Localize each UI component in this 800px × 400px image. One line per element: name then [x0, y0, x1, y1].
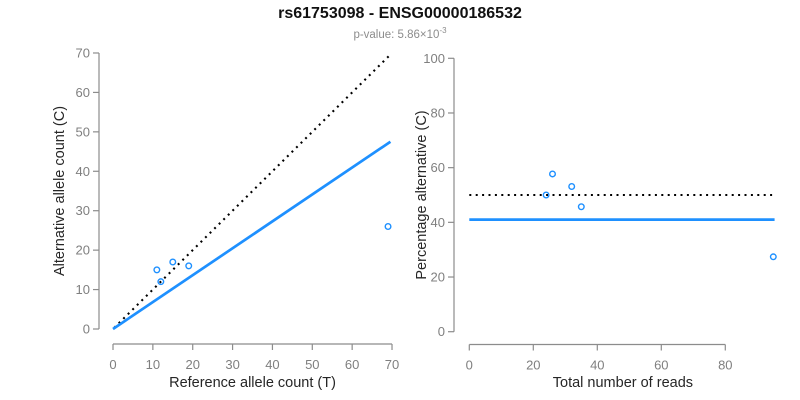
- data-point: [542, 191, 550, 199]
- x-tick-label: 40: [265, 357, 279, 372]
- pvalue-exponent: -3: [439, 26, 447, 35]
- y-tick-label: 30: [76, 203, 90, 218]
- y-tick-label: 100: [423, 51, 445, 66]
- data-point: [384, 222, 392, 230]
- pvalue-text: p-value: 5.86×10: [353, 28, 440, 41]
- y-tick-label: 70: [76, 45, 90, 60]
- figure-title: rs61753098 - ENSG00000186532: [278, 5, 522, 22]
- allele-count-scatter-panel: 0 10 20 30 40 50 60 70 0 10 20 30 40 50 60 70 Reference …: [52, 45, 399, 391]
- x-tick-label: 60: [654, 358, 668, 373]
- y-tick-label: 0: [438, 324, 445, 339]
- x-tick-label: 70: [385, 357, 399, 372]
- x-axis-title: Total number of reads: [553, 375, 693, 391]
- y-tick-label: 60: [431, 160, 445, 175]
- y-tick-label: 80: [431, 105, 445, 120]
- data-point: [185, 262, 193, 270]
- x-tick-label: 30: [225, 357, 239, 372]
- x-tick-label: 20: [185, 357, 199, 372]
- data-point: [577, 203, 585, 211]
- y-tick-label: 20: [76, 243, 90, 258]
- y-tick-label: 10: [76, 282, 90, 297]
- y-tick-label: 0: [83, 322, 90, 337]
- x-tick-label: 50: [305, 357, 319, 372]
- data-point: [769, 253, 777, 261]
- x-tick-label: 10: [146, 357, 160, 372]
- x-axis-title: Reference allele count (T): [169, 375, 336, 391]
- y-axis-title: Percentage alternative (C): [414, 110, 430, 279]
- data-point: [169, 258, 177, 266]
- x-tick-label: 40: [590, 358, 604, 373]
- x-tick-label: 80: [718, 358, 732, 373]
- y-tick-label: 60: [76, 85, 90, 100]
- y-tick-label: 50: [76, 124, 90, 139]
- y-tick-label: 40: [431, 215, 445, 230]
- x-tick-label: 60: [345, 357, 359, 372]
- y-tick-label: 20: [431, 270, 445, 285]
- identity-dotted-line: [113, 54, 391, 329]
- data-point: [568, 183, 576, 191]
- percentage-reads-scatter-panel: 0 20 40 60 80 100 0 20 40 60 80 Total number of rea…: [414, 51, 777, 391]
- data-point: [157, 278, 165, 286]
- x-tick-label: 0: [109, 357, 116, 372]
- data-point: [153, 266, 161, 274]
- x-tick-label: 20: [526, 358, 540, 373]
- figure-subtitle: p-value: 5.86×10-3: [0, 26, 800, 41]
- y-axis-title: Alternative allele count (C): [52, 106, 68, 276]
- data-point: [548, 170, 556, 178]
- fit-line: [112, 140, 392, 331]
- y-tick-label: 40: [76, 164, 90, 179]
- x-tick-label: 0: [466, 358, 473, 373]
